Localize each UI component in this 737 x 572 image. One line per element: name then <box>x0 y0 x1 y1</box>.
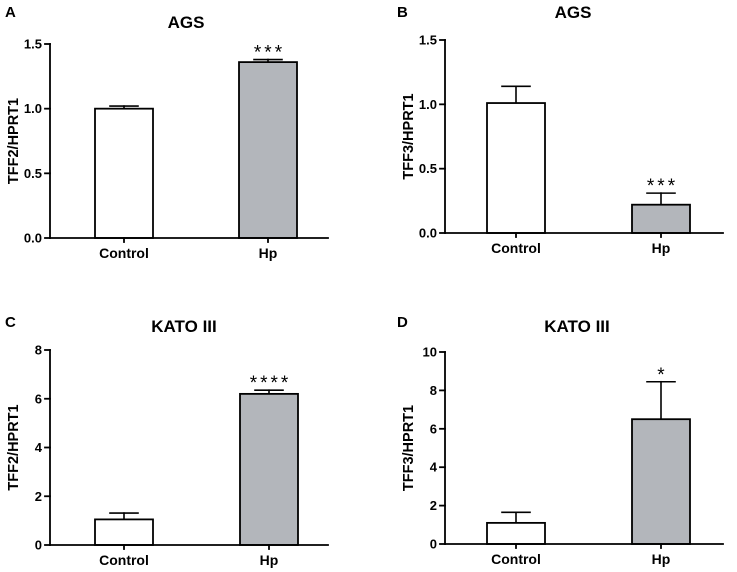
panel-d-bar-hp <box>631 418 691 545</box>
panel-d-y-tick-label: 8 <box>430 383 437 398</box>
panel-a-y-tick-label: 1.0 <box>24 101 42 116</box>
panel-c-category-label-hp: Hp <box>260 552 279 568</box>
panel-d-y-axis-label: TFF3/HPRT1 <box>401 405 417 491</box>
panel-b-y-axis-label: TFF3/HPRT1 <box>401 93 417 179</box>
panel-c-letter: C <box>5 314 16 331</box>
panel-d-y-tick-label: 6 <box>430 421 437 436</box>
panel-d-significance-hp: * <box>657 365 667 386</box>
panel-c-bar-hp <box>239 392 299 546</box>
panel-b-y-tick-label: 1.0 <box>419 97 437 112</box>
panel-c-y-tick-label: 0 <box>35 538 42 553</box>
panel-c-y-tick-label: 6 <box>35 391 42 406</box>
panel-a-category-label-control: Control <box>99 245 149 261</box>
panel-b-y-tick-label: 0.5 <box>419 161 437 176</box>
panel-b-category-label-control: Control <box>491 240 541 256</box>
panel-a-bar-hp <box>238 61 298 239</box>
panel-d-letter: D <box>397 314 408 331</box>
panel-c-y-tick-label: 8 <box>35 343 42 358</box>
panel-a-letter: A <box>5 4 16 21</box>
panel-d-bar-control <box>486 521 546 545</box>
panel-b-category-label-hp: Hp <box>652 240 671 256</box>
panel-a-category-label-hp: Hp <box>259 245 278 261</box>
panel-a-significance-hp: *** <box>254 43 285 64</box>
panel-a-bar-control <box>94 107 154 239</box>
panel-c-title: KATO III <box>151 317 217 336</box>
panel-a-y-tick-label: 0.5 <box>24 166 42 181</box>
panel-d: 0 2 4 6 8 10 Control Hp * D KATO III TFF3/HPRT1 <box>397 314 724 567</box>
panel-b-bar-control <box>486 102 546 234</box>
panel-d-category-label-control: Control <box>491 551 541 567</box>
panel-a: 0.0 0.5 1.0 1.5 Control Hp *** A AGS TFF2/HPRT1 <box>5 4 329 261</box>
panel-d-y-tick-label: 10 <box>423 345 437 360</box>
panel-c-y-axis-label: TFF2/HPRT1 <box>6 404 22 490</box>
panel-b-y-tick-label: 1.5 <box>419 33 437 48</box>
panel-c-category-label-control: Control <box>99 552 149 568</box>
panel-d-y-tick-label: 0 <box>430 537 437 552</box>
panel-c-bar-control <box>94 518 154 546</box>
panel-d-category-label-hp: Hp <box>652 551 671 567</box>
panel-b-title: AGS <box>555 3 592 22</box>
panel-d-y-tick-label: 2 <box>430 498 437 513</box>
panel-b: 0.0 0.5 1.0 1.5 Control Hp *** B AGS TFF3/HPRT1 <box>397 3 724 256</box>
panel-b-bar-hp <box>631 203 691 234</box>
panel-a-title: AGS <box>168 13 205 32</box>
panel-a-y-tick-label: 0.0 <box>24 231 42 246</box>
panel-c-y-tick-label: 2 <box>35 489 42 504</box>
panel-c: 0 2 4 6 8 Control Hp **** C KATO III TFF2/HPRT1 <box>5 314 329 568</box>
panel-d-title: KATO III <box>544 317 610 336</box>
panel-b-letter: B <box>397 4 408 21</box>
panel-d-y-tick-label: 4 <box>430 460 438 475</box>
panel-a-y-tick-label: 1.5 <box>24 37 42 52</box>
panel-c-y-tick-label: 4 <box>35 440 43 455</box>
panel-a-y-axis-label: TFF2/HPRT1 <box>6 98 22 184</box>
panel-b-significance-hp: *** <box>647 176 678 197</box>
panel-c-significance-hp: **** <box>250 373 292 394</box>
panel-b-y-tick-label: 0.0 <box>419 226 437 241</box>
